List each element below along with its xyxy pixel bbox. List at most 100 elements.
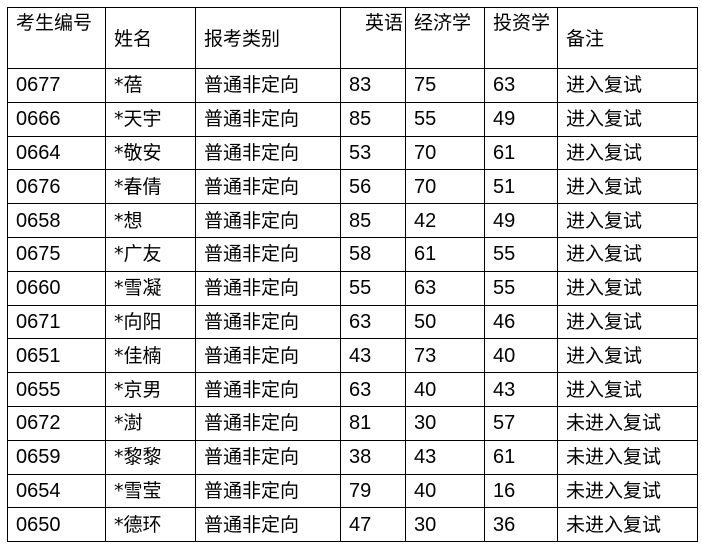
cell-investment: 57: [484, 405, 558, 441]
cell-remark: 未进入复试: [557, 405, 698, 441]
cell-category: 普通非定向: [195, 236, 341, 272]
cell-english: 79: [340, 473, 406, 509]
cell-economics: 43: [405, 439, 485, 475]
table-row: 0672 *澍 普通非定向 81 30 57 未进入复试: [7, 405, 698, 441]
cell-investment: 63: [484, 68, 558, 103]
cell-category: 普通非定向: [195, 405, 341, 441]
table-row: 0655 *京男 普通非定向 63 40 43 进入复试: [7, 372, 698, 407]
cell-category: 普通非定向: [195, 270, 341, 306]
cell-remark: 进入复试: [557, 304, 698, 340]
cell-english: 85: [340, 101, 406, 137]
cell-category: 普通非定向: [195, 169, 341, 205]
cell-category: 普通非定向: [195, 68, 341, 103]
cell-english: 43: [340, 338, 406, 374]
cell-name: *雪莹: [105, 473, 196, 509]
table-row: 0660 *雪凝 普通非定向 55 63 55 进入复试: [7, 270, 698, 306]
cell-economics: 73: [405, 338, 485, 374]
cell-investment: 61: [484, 135, 558, 171]
table-row: 0664 *敬安 普通非定向 53 70 61 进入复试: [7, 135, 698, 171]
cell-id: 0658: [7, 203, 106, 238]
cell-name: *天宇: [105, 101, 196, 137]
cell-english: 83: [340, 68, 406, 103]
table-row: 0676 *春倩 普通非定向 56 70 51 进入复试: [7, 169, 698, 205]
header-id: 考生编号: [7, 7, 106, 69]
cell-remark: 未进入复试: [557, 439, 698, 475]
cell-remark: 进入复试: [557, 203, 698, 238]
cell-id: 0677: [7, 68, 106, 103]
cell-id: 0672: [7, 405, 106, 441]
cell-english: 81: [340, 405, 406, 441]
cell-remark: 进入复试: [557, 68, 698, 103]
cell-english: 53: [340, 135, 406, 171]
cell-investment: 16: [484, 473, 558, 509]
cell-investment: 61: [484, 439, 558, 475]
header-name: 姓名: [105, 7, 196, 69]
cell-name: *春倩: [105, 169, 196, 205]
table-row: 0654 *雪莹 普通非定向 79 40 16 未进入复试: [7, 473, 698, 509]
table-row: 0650 *德环 普通非定向 47 30 36 未进入复试: [7, 507, 698, 543]
cell-remark: 进入复试: [557, 270, 698, 306]
cell-id: 0666: [7, 101, 106, 137]
cell-economics: 40: [405, 372, 485, 407]
cell-id: 0664: [7, 135, 106, 171]
table-row: 0677 *蓓 普通非定向 83 75 63 进入复试: [7, 68, 698, 103]
cell-id: 0675: [7, 236, 106, 272]
cell-name: *广友: [105, 236, 196, 272]
cell-economics: 61: [405, 236, 485, 272]
cell-economics: 75: [405, 68, 485, 103]
table-row: 0658 *想 普通非定向 85 42 49 进入复试: [7, 203, 698, 238]
cell-english: 47: [340, 507, 406, 543]
cell-name: *敬安: [105, 135, 196, 171]
cell-remark: 未进入复试: [557, 507, 698, 543]
cell-investment: 40: [484, 338, 558, 374]
cell-remark: 进入复试: [557, 236, 698, 272]
cell-id: 0671: [7, 304, 106, 340]
header-category: 报考类别: [195, 7, 341, 69]
cell-name: *雪凝: [105, 270, 196, 306]
cell-economics: 40: [405, 473, 485, 509]
cell-name: *德环: [105, 507, 196, 543]
cell-economics: 42: [405, 203, 485, 238]
cell-english: 63: [340, 372, 406, 407]
cell-english: 55: [340, 270, 406, 306]
cell-name: *澍: [105, 405, 196, 441]
cell-investment: 55: [484, 270, 558, 306]
cell-name: *黎黎: [105, 439, 196, 475]
cell-category: 普通非定向: [195, 338, 341, 374]
cell-name: *京男: [105, 372, 196, 407]
cell-investment: 49: [484, 203, 558, 238]
header-economics: 经济学: [405, 7, 485, 69]
table-row: 0651 *佳楠 普通非定向 43 73 40 进入复试: [7, 338, 698, 374]
results-table: 考生编号 姓名 报考类别 英语 经济学 投资学 备注 0677 *蓓 普通非定向 83 75 63 进入…: [7, 7, 698, 543]
header-remark: 备注: [557, 7, 698, 69]
cell-investment: 46: [484, 304, 558, 340]
cell-id: 0650: [7, 507, 106, 543]
cell-category: 普通非定向: [195, 507, 341, 543]
cell-economics: 70: [405, 169, 485, 205]
cell-name: *向阳: [105, 304, 196, 340]
cell-investment: 51: [484, 169, 558, 205]
cell-economics: 50: [405, 304, 485, 340]
cell-english: 58: [340, 236, 406, 272]
cell-category: 普通非定向: [195, 101, 341, 137]
cell-english: 85: [340, 203, 406, 238]
cell-english: 63: [340, 304, 406, 340]
cell-category: 普通非定向: [195, 473, 341, 509]
cell-id: 0659: [7, 439, 106, 475]
cell-remark: 进入复试: [557, 372, 698, 407]
cell-id: 0651: [7, 338, 106, 374]
header-investment: 投资学: [484, 7, 558, 69]
cell-category: 普通非定向: [195, 135, 341, 171]
cell-category: 普通非定向: [195, 372, 341, 407]
cell-id: 0655: [7, 372, 106, 407]
cell-id: 0660: [7, 270, 106, 306]
cell-economics: 30: [405, 405, 485, 441]
cell-economics: 30: [405, 507, 485, 543]
cell-category: 普通非定向: [195, 203, 341, 238]
cell-english: 38: [340, 439, 406, 475]
cell-investment: 49: [484, 101, 558, 137]
cell-economics: 63: [405, 270, 485, 306]
header-english: 英语: [340, 7, 406, 69]
table-row: 0659 *黎黎 普通非定向 38 43 61 未进入复试: [7, 439, 698, 475]
cell-remark: 进入复试: [557, 101, 698, 137]
